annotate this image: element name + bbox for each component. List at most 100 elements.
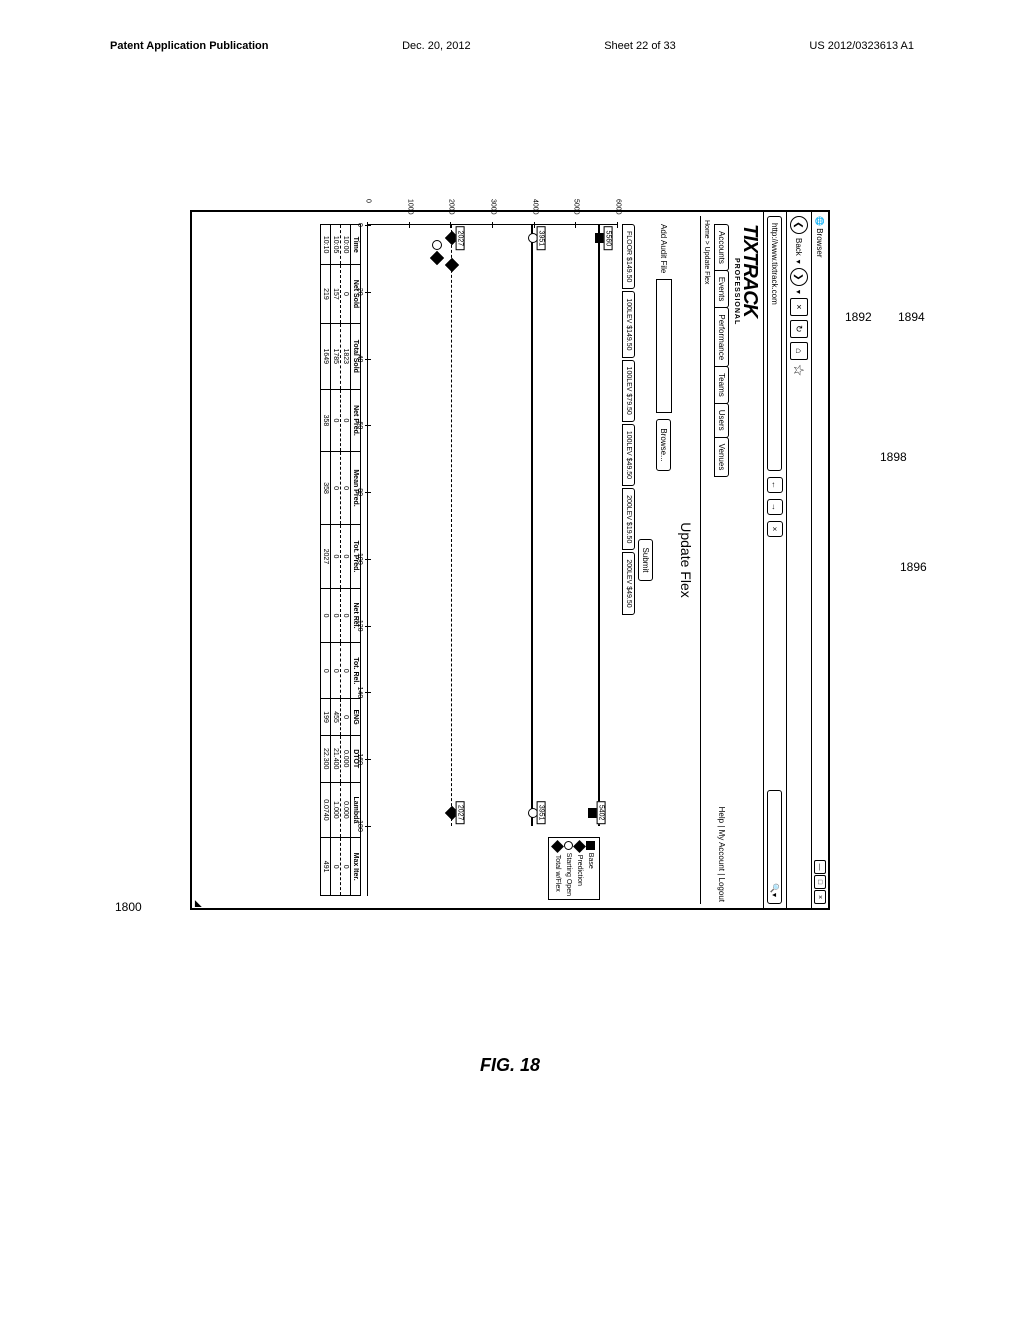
- y-tick-label: 3000: [490, 199, 497, 215]
- logo: TIXTRACK: [736, 218, 763, 902]
- tab-performance[interactable]: Performance: [714, 307, 729, 367]
- forward-icon[interactable]: ❯: [790, 268, 808, 286]
- back-label[interactable]: Back: [795, 238, 804, 256]
- submit-button[interactable]: Submit: [638, 539, 653, 582]
- x-tick-label: 120: [356, 620, 363, 632]
- back-icon[interactable]: ❮: [790, 216, 808, 234]
- pub-number: US 2012/0323613 A1: [809, 40, 914, 52]
- page-header: Patent Application Publication Dec. 20, …: [0, 40, 1024, 52]
- x-tick-label: 180: [356, 820, 363, 832]
- window-title: Browser: [816, 228, 825, 257]
- account-link[interactable]: My Account: [717, 830, 726, 871]
- value-label: 5402: [597, 801, 606, 825]
- data-table: TimeNet SoldTotal SoldNet Pred.Mean Pred…: [320, 224, 361, 896]
- top-links: Accounts Events Performance Teams Users …: [712, 212, 731, 908]
- value-label: 3951: [536, 801, 545, 825]
- ref-1898: 1898: [880, 450, 907, 464]
- ptab-3[interactable]: 100LEV $49.50: [622, 424, 635, 486]
- value-label: 2027: [456, 801, 465, 825]
- y-tick-label: 2000: [448, 199, 455, 215]
- chart-legend: Base Prediction Starting Open Total w/Fl…: [548, 837, 600, 900]
- nav-tabs: Accounts Events Performance Teams Users …: [714, 218, 729, 482]
- ref-1894: 1894: [898, 310, 925, 324]
- y-tick-label: 1000: [406, 199, 413, 215]
- table-header: Max Iter.: [351, 838, 361, 896]
- go-left-icon[interactable]: ←: [767, 477, 783, 493]
- ptab-0[interactable]: FLOOR $149.50: [622, 224, 635, 289]
- logo-subtitle: PROFESSIONAL: [733, 218, 740, 902]
- series-marker: [445, 258, 459, 272]
- y-tick-label: 0: [365, 199, 372, 203]
- figure-caption: FIG. 18: [480, 1055, 540, 1076]
- browse-button[interactable]: Browse...: [657, 419, 672, 470]
- table-row: 10:10219164935835820270019922.3000.07404…: [321, 225, 331, 896]
- legend-totalflex-icon: [551, 840, 564, 853]
- series-line: [531, 225, 533, 826]
- tab-venues[interactable]: Venues: [714, 437, 729, 478]
- x-tick-label: 60: [356, 421, 363, 429]
- ref-1896: 1896: [900, 560, 927, 574]
- ptab-2[interactable]: 100LEV $79.50: [622, 360, 635, 422]
- browser-toolbar: ❮ Back ▾ ❯ ▾ × ↻ ⌂ ☆: [786, 212, 811, 908]
- add-file-label: Add Audit File: [660, 224, 669, 273]
- url-input[interactable]: http://www.tixtrack.com: [768, 216, 783, 471]
- ptab-4[interactable]: 200LEV $19.50: [622, 488, 635, 550]
- x-tick-label: 20: [356, 288, 363, 296]
- tab-users[interactable]: Users: [714, 403, 729, 438]
- x-tick-label: 80: [356, 488, 363, 496]
- ref-1892: 1892: [845, 310, 872, 324]
- x-tick-label: 140: [356, 687, 363, 699]
- table-header: Time: [351, 225, 361, 265]
- x-tick-label: 40: [356, 355, 363, 363]
- address-bar-row: http://www.tixtrack.com ← → × 🔍▾: [763, 212, 786, 908]
- go-close-icon[interactable]: ×: [767, 521, 783, 537]
- x-tick-label: 160: [356, 753, 363, 765]
- value-label: 3951: [536, 227, 545, 251]
- legend-base-icon: [586, 841, 595, 850]
- logout-link[interactable]: Logout: [717, 878, 726, 902]
- legend-startopen-icon: [564, 841, 573, 850]
- ptab-1[interactable]: 100LEV $149.50: [622, 291, 635, 357]
- series-marker: [430, 251, 444, 265]
- stop-icon[interactable]: ×: [790, 298, 808, 316]
- breadcrumb: Home > Update Flex: [701, 212, 712, 908]
- titlebar: 🌐 Browser — □ ×: [811, 212, 828, 908]
- legend-prediction-icon: [573, 840, 586, 853]
- go-right-icon[interactable]: →: [767, 499, 783, 515]
- maximize-icon[interactable]: □: [814, 875, 826, 889]
- y-tick-label: 5000: [573, 199, 580, 215]
- file-input[interactable]: [656, 279, 672, 413]
- table-header: ENG: [351, 699, 361, 735]
- search-input[interactable]: 🔍▾: [768, 790, 783, 904]
- minimize-icon[interactable]: —: [814, 860, 826, 874]
- tab-teams[interactable]: Teams: [714, 366, 729, 404]
- table-header: Net Rel.: [351, 588, 361, 642]
- series-marker: [432, 240, 442, 250]
- ptab-5[interactable]: 200LEV $49.50: [622, 552, 635, 614]
- ref-1800: 1800: [115, 900, 142, 914]
- help-link[interactable]: Help: [717, 807, 726, 823]
- series-line: [598, 225, 600, 826]
- y-tick-label: 4000: [531, 199, 538, 215]
- x-tick-label: 0: [356, 223, 363, 227]
- price-tabs: FLOOR $149.50 100LEV $149.50 100LEV $79.…: [622, 216, 635, 904]
- tab-events[interactable]: Events: [714, 270, 729, 308]
- x-tick-label: 100: [356, 553, 363, 565]
- home-icon[interactable]: ⌂: [790, 342, 808, 360]
- browser-window: 🌐 Browser — □ × ❮ Back ▾ ❯ ▾ × ↻ ⌂ ☆ htt…: [190, 210, 830, 910]
- table-row: 10:0515717850000045521.4001.0000: [331, 225, 341, 896]
- table-row: 10:00018230000000.0000.0000: [341, 225, 351, 896]
- resize-icon[interactable]: ◢: [193, 900, 204, 907]
- refresh-icon[interactable]: ↻: [790, 320, 808, 338]
- series-line: [451, 225, 452, 826]
- pub-label: Patent Application Publication: [110, 40, 269, 52]
- close-icon[interactable]: ×: [814, 890, 826, 904]
- chart-area: Base Prediction Starting Open Total w/Fl…: [367, 224, 618, 896]
- favorites-icon[interactable]: ☆: [791, 364, 808, 377]
- page-title: Update Flex: [676, 216, 700, 904]
- tab-accounts[interactable]: Accounts: [714, 224, 729, 271]
- y-tick-label: 6000: [615, 199, 622, 215]
- value-label: 2027: [456, 227, 465, 251]
- sheet-label: Sheet 22 of 33: [604, 40, 676, 52]
- pub-date: Dec. 20, 2012: [402, 40, 471, 52]
